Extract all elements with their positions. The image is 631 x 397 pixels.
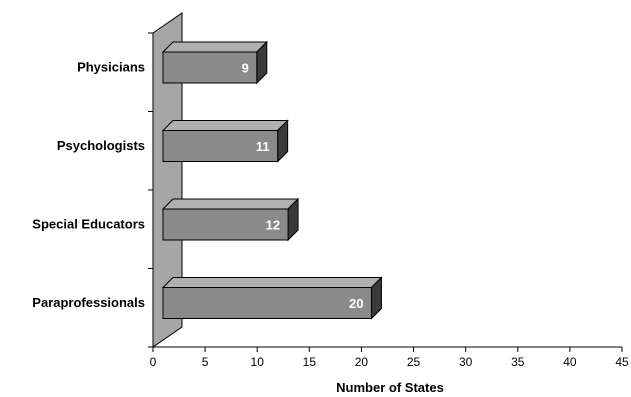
bars [161, 40, 383, 320]
bar-top-face [161, 120, 289, 131]
x-tick-label: 25 [407, 355, 421, 369]
bar-top-face [161, 198, 300, 210]
x-tick-label: 30 [459, 355, 473, 369]
bar-top-face [161, 41, 269, 53]
x-tick-label: 0 [150, 355, 157, 369]
axes: 0 5 10 15 20 25 30 35 40 45 [148, 32, 629, 369]
data-label: 9 [242, 61, 249, 76]
category-label: Physicians [77, 60, 145, 75]
x-tick-label: 20 [355, 355, 369, 369]
labels: 9 Physicians 11 Psychologists 12 Special Educ… [32, 60, 363, 312]
bar [162, 287, 372, 319]
bar [162, 51, 258, 84]
bar [162, 130, 279, 162]
x-tick-label: 10 [251, 355, 265, 369]
x-tick-label: 40 [563, 355, 577, 369]
x-tick-label: 15 [303, 355, 317, 369]
data-label: 11 [256, 139, 270, 154]
category-label: Paraprofessionals [32, 295, 145, 310]
x-tick-label: 45 [615, 355, 629, 369]
data-label: 12 [266, 218, 280, 233]
x-tick-label: 35 [511, 355, 525, 369]
bar-top-face [161, 277, 383, 288]
category-label: Psychologists [57, 138, 145, 153]
data-label: 20 [349, 296, 363, 311]
x-tick-label: 5 [202, 355, 209, 369]
x-axis-title: Number of States [336, 380, 444, 395]
category-label: Special Educators [32, 217, 145, 232]
bar [162, 208, 289, 241]
